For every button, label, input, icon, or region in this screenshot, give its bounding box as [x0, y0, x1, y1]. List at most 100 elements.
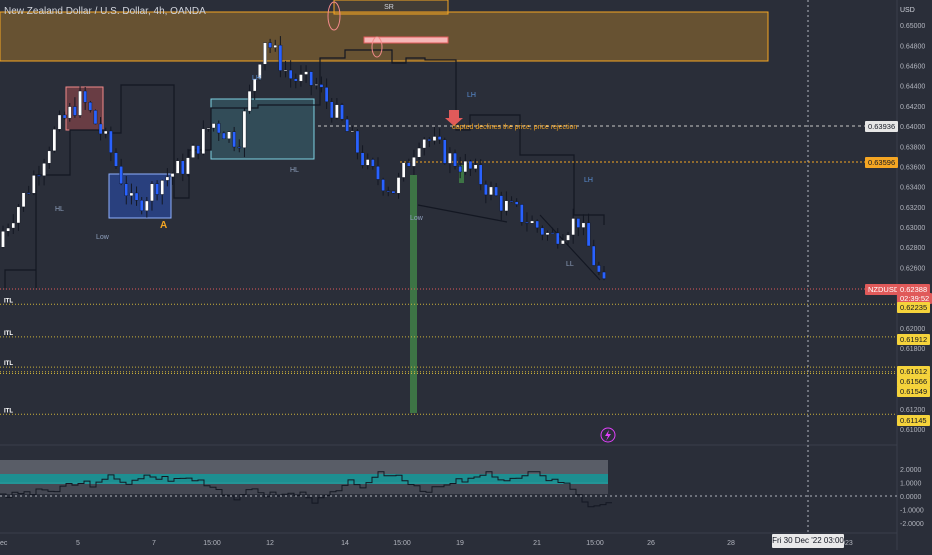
trendline-descending	[539, 214, 601, 281]
time-tick-label: 28	[727, 540, 735, 547]
candle-body	[371, 159, 375, 167]
candle-body	[545, 232, 550, 236]
price-tick-label: 0.63400	[900, 185, 925, 192]
candles	[1, 36, 606, 281]
candle-body	[47, 150, 52, 164]
candle-body	[6, 227, 10, 232]
volume-green-bar	[410, 175, 417, 413]
label-hl-1: HL	[55, 206, 64, 213]
candle-body	[232, 131, 236, 148]
structure-step-line	[4, 49, 605, 288]
candle-body	[201, 128, 206, 155]
candle-body	[561, 240, 565, 245]
symbol-tag: NZDUSD	[865, 284, 903, 295]
candle-body	[401, 162, 406, 178]
candle-body	[494, 186, 498, 196]
candle-body	[514, 201, 519, 205]
candle-body	[427, 139, 432, 141]
candle-body	[581, 222, 586, 228]
top-circle-1[interactable]	[327, 1, 341, 31]
price-tick-label: 0.64800	[900, 43, 925, 50]
candle-body	[109, 130, 113, 153]
sr-label-box[interactable]	[333, 0, 449, 15]
price-tick-label: 0.61000	[900, 427, 925, 434]
price-tick-label: 0.62000	[900, 326, 925, 333]
label-hl-2: HL	[290, 167, 299, 174]
level-tag-1: 0.62235	[897, 302, 931, 313]
level-lines	[0, 303, 897, 415]
oscillator-upper-band	[0, 460, 608, 474]
candle-body	[525, 221, 529, 224]
time-tick-label: 7	[152, 540, 156, 547]
candle-body	[160, 180, 165, 195]
candle-body	[67, 106, 72, 119]
candle-body	[211, 123, 216, 129]
candle-body	[52, 129, 57, 152]
candle-body	[11, 222, 16, 229]
candle-body	[535, 220, 540, 229]
top-circle-2[interactable]	[371, 36, 383, 58]
candle-body	[16, 206, 21, 224]
pattern-letter-a: A	[160, 220, 167, 231]
candle-body	[396, 177, 401, 194]
candle-body	[83, 90, 87, 103]
candle-body	[586, 222, 591, 247]
candle-body	[170, 173, 175, 178]
candle-body	[417, 147, 421, 158]
candle-body	[489, 186, 493, 196]
consolidation-box-mid[interactable]	[210, 98, 315, 160]
price-tick-label: 0.63200	[900, 205, 925, 212]
candle-body	[355, 130, 360, 153]
cursor-time-tag: Fri 30 Dec '22 03:00	[772, 534, 844, 548]
candle-body	[196, 145, 200, 155]
candle-body	[453, 152, 457, 167]
small-green-bar	[459, 165, 464, 183]
candle-body	[571, 218, 575, 236]
candle-body	[37, 175, 41, 177]
candle-body	[530, 220, 534, 224]
label-ll: LL	[566, 261, 574, 268]
current-price-tag: 0.62388	[897, 284, 931, 295]
price-tick-label: 0.63600	[900, 164, 925, 171]
candle-body	[391, 190, 396, 194]
candle-body	[103, 130, 108, 135]
candle-body	[597, 265, 601, 273]
time-axis-ticks: 5 7 15:00 12 14 15:00 19 21 15:00 26 28 2023 ec	[0, 540, 853, 547]
price-tick-label: 0.64200	[900, 104, 925, 111]
candle-body	[180, 160, 185, 175]
candle-body	[155, 183, 159, 195]
chart-title: New Zealand Dollar / U.S. Dollar, 4h, OA…	[4, 6, 206, 17]
candle-body	[21, 192, 26, 208]
time-tick-label: 19	[456, 540, 464, 547]
candle-body	[550, 232, 555, 234]
trendline-low	[417, 204, 508, 223]
candle-body	[62, 114, 67, 119]
label-low-1: Low	[96, 234, 110, 241]
time-tick-label: 15:00	[203, 540, 221, 547]
candle-body	[504, 200, 509, 212]
candle-body	[576, 218, 581, 228]
candle-body	[304, 71, 308, 75]
price-tick-label: 0.61200	[900, 407, 925, 414]
candle-body	[473, 164, 478, 170]
time-tick-label: ec	[0, 540, 8, 547]
candle-body	[252, 78, 257, 92]
candle-body	[139, 200, 144, 211]
candle-body	[263, 42, 267, 65]
candle-body	[242, 110, 247, 148]
time-tick-label: 21	[533, 540, 541, 547]
candle-body	[273, 44, 278, 48]
candle-body	[340, 104, 344, 120]
down-arrow-icon[interactable]	[445, 110, 463, 126]
price-tick-label: 0.64000	[900, 124, 925, 131]
lightning-bolt-icon	[605, 430, 611, 441]
candle-body	[407, 162, 411, 167]
candle-body	[288, 69, 293, 79]
candle-body	[42, 163, 46, 176]
candle-body	[165, 176, 170, 181]
level-tag-3: 0.61612	[897, 366, 931, 377]
candle-body	[376, 166, 380, 180]
resistance-bar[interactable]	[363, 36, 449, 44]
